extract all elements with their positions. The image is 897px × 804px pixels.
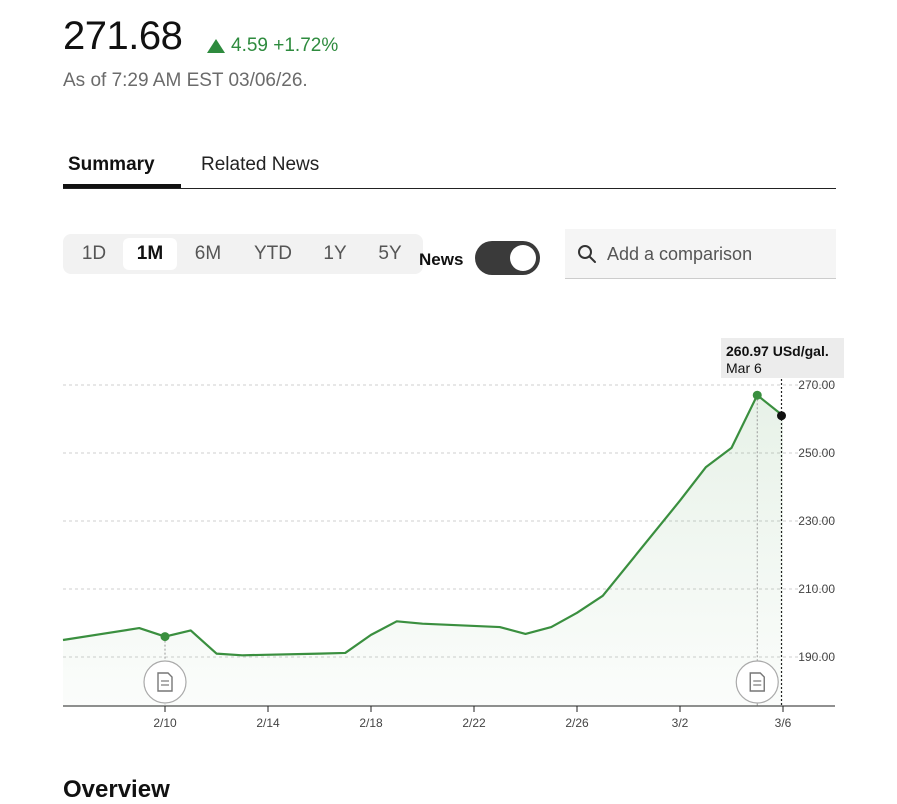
price-change-text: 4.59 +1.72% <box>231 35 339 56</box>
x-tick-label: 3/6 <box>775 716 792 730</box>
price-change: 4.59 +1.72% <box>207 35 338 57</box>
y-tick-label: 270.00 <box>798 378 835 392</box>
news-marker-point <box>160 632 170 642</box>
document-glyph <box>157 672 173 692</box>
price-chart: 270.00 250.00 230.00 210.00 190.00 2/10 2/14 2/… <box>62 338 844 730</box>
toggle-knob <box>510 245 536 271</box>
overview-heading: Overview <box>63 776 170 803</box>
range-5y-button[interactable]: 5Y <box>378 243 402 264</box>
tooltip-value: 260.97 USd/gal. <box>726 343 829 359</box>
range-1d-button[interactable]: 1D <box>81 243 107 264</box>
x-tick-label: 2/14 <box>256 716 280 730</box>
y-tick-label: 190.00 <box>798 650 835 664</box>
current-point <box>777 411 786 421</box>
range-6m-button[interactable]: 6M <box>194 243 222 264</box>
news-toggle-label: News <box>419 250 464 269</box>
tab-bar: Summary Related News <box>63 150 836 189</box>
range-1m-button[interactable]: 1M <box>123 238 177 270</box>
series-line <box>62 394 784 657</box>
y-tick-label: 250.00 <box>798 446 835 460</box>
document-glyph <box>749 672 765 692</box>
x-tick-label: 2/22 <box>462 716 486 730</box>
area-fill <box>63 395 783 707</box>
range-1y-button[interactable]: 1Y <box>323 243 347 264</box>
news-document-icon[interactable] <box>735 660 779 704</box>
x-tick-label: 2/18 <box>359 716 383 730</box>
x-tick-label: 2/10 <box>153 716 177 730</box>
x-tick-label: 3/2 <box>672 716 689 730</box>
tab-related-news[interactable]: Related News <box>201 154 320 175</box>
range-selector: 1D 1M 6M YTD 1Y 5Y <box>63 234 423 274</box>
comparison-search[interactable] <box>565 229 836 279</box>
search-icon <box>578 245 596 263</box>
news-toggle[interactable] <box>475 241 540 275</box>
x-tick-label: 2/26 <box>565 716 589 730</box>
price-value: 271.68 <box>63 14 183 58</box>
y-tick-label: 210.00 <box>798 582 835 596</box>
comparison-input[interactable] <box>605 239 829 269</box>
range-ytd-button[interactable]: YTD <box>254 243 292 264</box>
active-tab-indicator <box>63 184 181 188</box>
y-tick-label: 230.00 <box>798 514 835 528</box>
tooltip-date: Mar 6 <box>726 360 762 376</box>
news-document-icon[interactable] <box>143 660 187 704</box>
news-marker-point <box>752 390 762 400</box>
tab-summary[interactable]: Summary <box>68 154 155 175</box>
up-triangle-icon <box>207 39 225 53</box>
tooltip-box <box>721 338 844 378</box>
as-of-timestamp: As of 7:29 AM EST 03/06/26. <box>63 70 308 91</box>
